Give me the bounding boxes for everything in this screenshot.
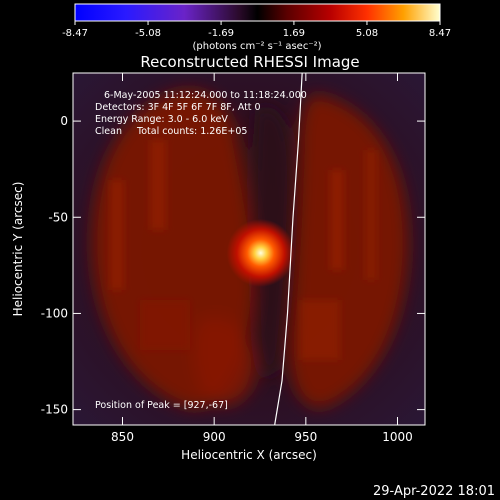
y-axis-label: Heliocentric Y (arcsec) bbox=[11, 182, 25, 317]
colorbar: -8.47 -5.08 -1.69 1.69 5.08 8.47 (photons cm⁻… bbox=[62, 3, 451, 52]
y-tick-label: -150 bbox=[41, 403, 68, 417]
solar-limb-curve bbox=[274, 73, 303, 425]
y-tick-label: 0 bbox=[60, 114, 68, 128]
x-tick-label: 1000 bbox=[382, 430, 413, 444]
y-axis: 0 -50 -100 -150 bbox=[41, 114, 425, 417]
x-tick-label: 900 bbox=[203, 430, 226, 444]
peak-source bbox=[226, 218, 295, 287]
annotation-clean: Clean Total counts: 1.26E+05 bbox=[95, 126, 247, 137]
lower-structure bbox=[194, 317, 256, 406]
colorbar-tick-label: -1.69 bbox=[208, 28, 234, 39]
annotation-time: 6-May-2005 11:12:24.000 to 11:18:24.000 bbox=[104, 90, 307, 101]
colorbar-tick-label: 1.69 bbox=[283, 28, 305, 39]
x-tick-label: 850 bbox=[111, 430, 134, 444]
plot-area bbox=[73, 73, 425, 425]
annotation-block: 6-May-2005 11:12:24.000 to 11:18:24.000 … bbox=[95, 90, 307, 137]
annotation-energy: Energy Range: 3.0 - 6.0 keV bbox=[95, 114, 228, 125]
annotation-detectors: Detectors: 3F 4F 5F 6F 7F 8F, Att 0 bbox=[95, 102, 261, 113]
colorbar-units: (photons cm⁻² s⁻¹ asec⁻²) bbox=[192, 41, 321, 52]
colorbar-gradient bbox=[74, 3, 441, 22]
y-tick-label: -100 bbox=[41, 306, 68, 320]
lobe-texture bbox=[110, 140, 377, 360]
x-axis: 850 900 950 1000 bbox=[111, 73, 413, 444]
plot-frame bbox=[72, 72, 426, 426]
y-tick-label: -50 bbox=[48, 210, 68, 224]
colorbar-tick-label: -8.47 bbox=[62, 28, 88, 39]
colorbar-tick-label: -5.08 bbox=[135, 28, 161, 39]
colorbar-tick-label: 5.08 bbox=[356, 28, 378, 39]
peak-position-label: Position of Peak = [927,-67] bbox=[95, 400, 228, 411]
x-axis-label: Heliocentric X (arcsec) bbox=[181, 448, 317, 462]
colorbar-tick-label: 8.47 bbox=[429, 28, 451, 39]
x-tick-label: 950 bbox=[294, 430, 317, 444]
footer-timestamp: 29-Apr-2022 18:01 bbox=[373, 484, 495, 499]
chart-title: Reconstructed RHESSI Image bbox=[140, 53, 359, 71]
